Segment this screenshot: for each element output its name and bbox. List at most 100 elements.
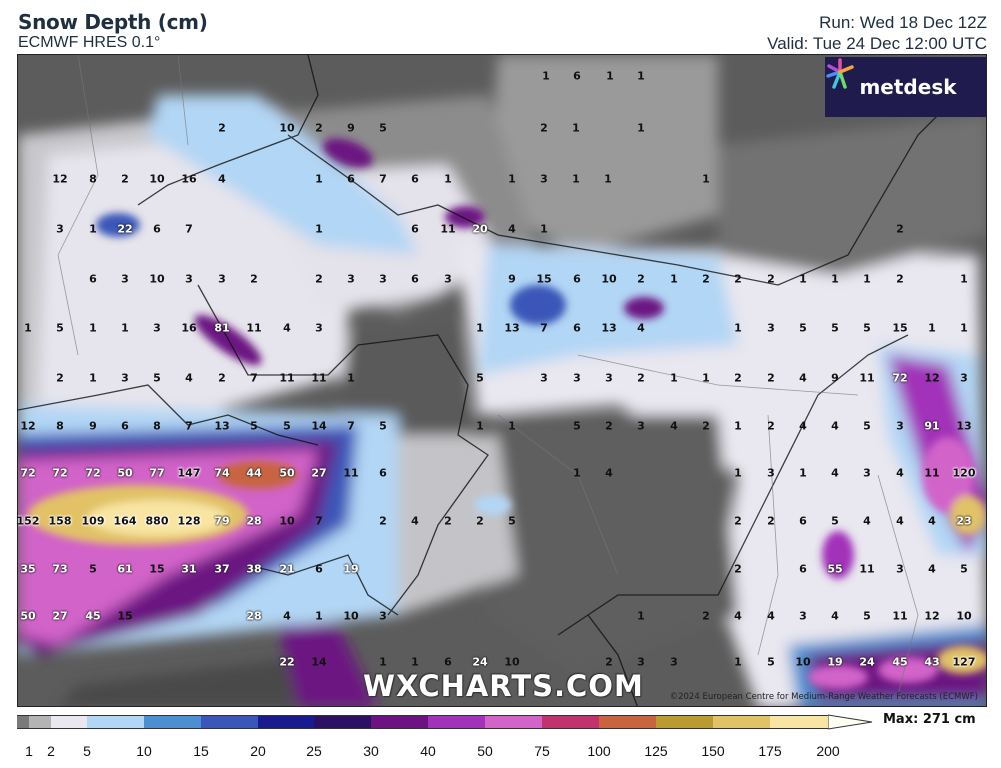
snow-depth-value: 4 (411, 514, 419, 528)
snow-depth-value: 2 (218, 121, 226, 135)
snow-depth-value: 10 (343, 609, 359, 623)
snow-depth-value: 1 (411, 655, 419, 669)
snow-depth-value: 3 (121, 371, 129, 385)
snow-depth-value: 15 (117, 609, 133, 623)
snow-depth-value: 72 (52, 466, 68, 480)
snow-depth-value: 10 (601, 272, 617, 286)
colorbar-segment (201, 715, 258, 729)
snow-depth-value: 10 (795, 655, 811, 669)
colorbar-tick-label: 150 (701, 743, 725, 759)
snow-depth-value: 1 (799, 272, 807, 286)
snow-depth-value: 1 (476, 321, 484, 335)
copyright-notice: ©2024 European Centre for Medium-Range W… (669, 692, 978, 702)
snow-depth-value: 45 (85, 609, 101, 623)
snow-depth-value: 2 (218, 371, 226, 385)
snow-depth-value: 3 (185, 272, 193, 286)
snow-depth-value: 9 (89, 419, 97, 433)
snow-depth-value: 2 (637, 371, 645, 385)
snow-depth-value: 3 (379, 272, 387, 286)
snow-depth-value: 5 (476, 371, 484, 385)
snow-depth-value: 6 (799, 514, 807, 528)
snow-depth-value: 50 (20, 609, 36, 623)
colorbar-segment (713, 715, 770, 729)
snow-depth-value: 4 (767, 609, 775, 623)
snow-depth-value: 2 (702, 609, 710, 623)
snow-depth-value: 4 (799, 419, 807, 433)
snow-depth-value: 1 (734, 321, 742, 335)
colorbar-segment (51, 715, 87, 729)
snow-depth-value: 5 (283, 419, 291, 433)
snow-depth-value: 10 (279, 121, 295, 135)
snow-depth-value: 158 (48, 514, 72, 528)
snow-depth-value: 2 (379, 514, 387, 528)
snow-depth-value: 3 (767, 466, 775, 480)
snow-depth-value: 91 (924, 419, 940, 433)
snow-depth-value: 2 (605, 655, 613, 669)
snow-depth-value: 4 (508, 222, 516, 236)
chart-title: Snow Depth (cm) (18, 10, 208, 34)
snow-depth-value: 23 (956, 514, 972, 528)
snow-depth-value: 9 (347, 121, 355, 135)
model-label: ECMWF HRES 0.1° (18, 34, 161, 51)
snow-depth-value: 7 (540, 321, 548, 335)
snow-depth-value: 79 (214, 514, 230, 528)
snow-depth-value: 3 (896, 562, 904, 576)
snow-depth-value: 1 (734, 466, 742, 480)
snow-depth-value: 4 (928, 562, 936, 576)
snow-depth-value: 5 (56, 321, 64, 335)
snow-depth-value: 4 (218, 172, 226, 186)
snow-depth-value: 1 (799, 466, 807, 480)
colorbar-extend-arrow (828, 714, 873, 730)
snow-depth-value: 24 (859, 655, 875, 669)
snow-depth-value: 1 (702, 172, 710, 186)
snow-depth-value: 2 (250, 272, 258, 286)
snow-depth-value: 11 (440, 222, 456, 236)
colorbar-segment (770, 715, 828, 729)
snow-depth-value: 8 (153, 419, 161, 433)
snow-depth-value: 1 (606, 69, 614, 83)
snow-depth-value: 72 (892, 371, 908, 385)
metdesk-logo: metdesk (825, 57, 986, 117)
snow-depth-value: 8 (89, 172, 97, 186)
colorbar-tick-label: 30 (363, 743, 379, 759)
snow-depth-value: 2 (734, 371, 742, 385)
snow-depth-value: 1 (347, 371, 355, 385)
snow-depth-value: 5 (960, 562, 968, 576)
snow-depth-value: 1 (379, 655, 387, 669)
snow-depth-value: 11 (343, 466, 359, 480)
colorbar-tick-label: 175 (758, 743, 782, 759)
snow-depth-value: 1 (121, 321, 129, 335)
snow-depth-value: 8 (56, 419, 64, 433)
metdesk-star-icon (826, 58, 854, 89)
snow-depth-value: 3 (315, 321, 323, 335)
snow-depth-value: 109 (81, 514, 105, 528)
snow-depth-value: 61 (117, 562, 133, 576)
snow-depth-value: 9 (508, 272, 516, 286)
snow-depth-value: 38 (246, 562, 262, 576)
snow-depth-value: 1 (444, 172, 452, 186)
snow-depth-value: 2 (540, 121, 548, 135)
colorbar-segment (542, 715, 599, 729)
snow-depth-value: 1 (863, 272, 871, 286)
snow-depth-value: 2 (702, 419, 710, 433)
snow-depth-value: 3 (56, 222, 64, 236)
colorbar-segment (144, 715, 201, 729)
colorbar-segment (87, 715, 144, 729)
max-value-label: Max: 271 cm (883, 712, 976, 727)
snow-depth-value: 27 (52, 609, 68, 623)
snow-depth-value: 11 (311, 371, 327, 385)
snow-depth-value: 50 (279, 466, 295, 480)
snow-depth-value: 1 (734, 655, 742, 669)
snow-depth-value: 1 (508, 172, 516, 186)
snow-depth-value: 152 (17, 514, 40, 528)
snow-depth-value: 6 (347, 172, 355, 186)
snow-depth-value: 15 (149, 562, 165, 576)
snow-depth-map: 1 6 1 1 2 10 2 9 5 2 1 1 12 8 2 10 16 4 1 6 7 6 1 1 3 1 1 1 3 1 22 6 7 1 6… (17, 54, 987, 707)
snow-depth-value: 7 (250, 371, 258, 385)
snow-depth-value: 14 (311, 419, 327, 433)
snow-depth-value: 3 (605, 371, 613, 385)
snow-depth-value: 3 (379, 609, 387, 623)
snow-depth-value: 24 (472, 655, 488, 669)
snow-depth-value: 1 (960, 321, 968, 335)
colorbar-segment (485, 715, 542, 729)
